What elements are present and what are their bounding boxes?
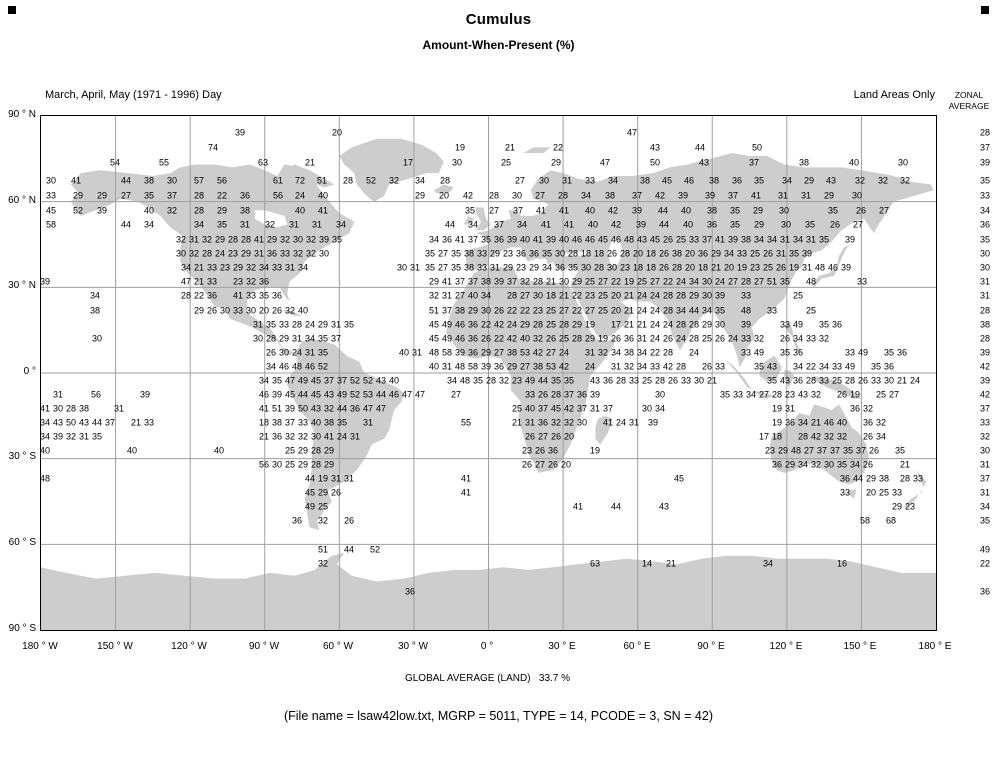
zonal-average-value: 42 [979,389,990,400]
zonal-average-value: 37 [979,473,990,484]
lon-tick-label: 120 ° W [171,641,207,652]
lat-tick-label: 60 ° S [8,537,36,548]
lat-tick-label: 30 ° N [8,280,36,291]
land-polygon [759,355,782,382]
lon-tick-label: 180 ° W [22,641,58,652]
lon-tick-label: 0 ° [480,641,494,652]
lat-tick-label: 0 ° [23,366,36,377]
page-title: Cumulus [465,11,532,28]
zonal-average-value: 38 [979,319,990,330]
lat-tick-label: 60 ° N [8,195,36,206]
zonal-average-header: ZONAL AVERAGE [943,90,995,112]
zonal-average-value: 32 [979,431,990,442]
land-polygon [724,358,752,391]
water-body-polygon [560,250,591,256]
zonal-average-value: 39 [979,347,990,358]
zonal-average-value: 22 [979,558,990,569]
zonal-average-value: 49 [979,544,990,555]
lon-tick-label: 180 ° E [918,641,952,652]
file-info-label: (File name = lsaw42low.txt, MGRP = 5011,… [283,709,714,723]
lon-tick-label: 30 ° W [397,641,429,652]
lon-tick-label: 30 ° E [548,641,576,652]
land-polygon [287,338,404,531]
land-polygon [339,138,444,202]
land-polygon [769,404,869,485]
world-map-svg [41,116,936,630]
land-polygon [277,310,302,316]
lon-tick-label: 120 ° E [769,641,803,652]
land-polygon [466,153,934,368]
zonal-average-value: 30 [979,445,990,456]
zonal-average-value: 39 [979,375,990,386]
lon-tick-label: 150 ° E [843,641,877,652]
land-polygon [811,375,862,399]
zonal-average-value: 35 [979,234,990,245]
zonal-header-line2: AVERAGE [948,101,990,111]
zonal-average-value: 31 [979,487,990,498]
corner-registration-mark [8,6,16,14]
zonal-average-value: 36 [979,219,990,230]
land-polygon [811,244,849,288]
lon-tick-label: 60 ° W [322,641,354,652]
zonal-average-value: 36 [979,586,990,597]
zonal-header-line1: ZONAL [954,90,984,100]
land-polygon [289,164,335,188]
zonal-average-value: 34 [979,205,990,216]
zonal-average-value: 42 [979,361,990,372]
land-polygon [903,470,927,508]
zonal-average-value: 28 [979,305,990,316]
map-area [40,115,937,631]
lat-tick-label: 30 ° S [8,451,36,462]
zonal-average-value: 28 [979,127,990,138]
zonal-average-value: 35 [979,175,990,186]
zonal-average-value: 33 [979,190,990,201]
zonal-average-value: 31 [979,290,990,301]
zonal-average-value: 33 [979,417,990,428]
zonal-average-value: 28 [979,333,990,344]
lat-tick-label: 90 ° N [8,109,36,120]
land-polygon [463,215,474,225]
land-polygon [70,164,355,356]
zonal-average-value: 34 [979,501,990,512]
page-subtitle: Amount-When-Present (%) [422,38,575,52]
land-polygon [784,321,802,353]
zonal-average-value: 39 [979,157,990,168]
lon-tick-label: 150 ° W [97,641,133,652]
lon-tick-label: 90 ° W [248,641,280,652]
corner-registration-mark [981,6,989,14]
zonal-average-value: 31 [979,276,990,287]
zonal-average-value: 30 [979,248,990,259]
water-body-polygon [607,238,623,265]
lat-tick-label: 90 ° S [8,623,36,634]
land-polygon [846,490,857,499]
zonal-average-value: 37 [979,142,990,153]
lon-tick-label: 90 ° E [697,641,725,652]
coverage-label: Land Areas Only [853,89,935,101]
season-label: March, April, May (1971 - 1996) Day [45,89,222,101]
land-polygon [595,415,613,445]
land-polygon [433,184,454,194]
water-body-polygon [254,210,288,228]
land-polygon [752,390,775,399]
zonal-average-value: 35 [979,515,990,526]
zonal-average-value: 31 [979,459,990,470]
land-polygon [523,147,551,154]
zonal-average-value: 30 [979,262,990,273]
land-polygon [476,207,491,231]
zonal-average-value: 37 [979,403,990,414]
lon-tick-label: 60 ° E [623,641,651,652]
global-average-label: GLOBAL AVERAGE (LAND) 33.7 % [404,673,571,684]
